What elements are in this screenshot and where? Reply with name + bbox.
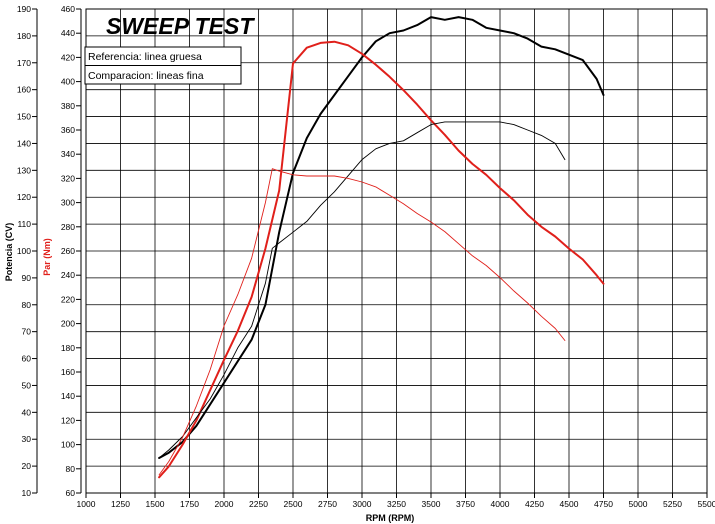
x-tick-label: 4500	[560, 499, 579, 509]
torque-tick-label: 260	[61, 246, 75, 256]
power-tick-label: 130	[17, 165, 31, 175]
legend: Referencia: linea gruesa Comparacion: li…	[84, 46, 242, 85]
torque-tick-label: 380	[61, 101, 75, 111]
y-axis-title-power: Potencia (CV)	[4, 223, 14, 282]
x-tick-label: 4000	[491, 499, 510, 509]
torque-tick-label: 60	[66, 488, 76, 498]
torque-tick-label: 240	[61, 270, 75, 280]
power-tick-label: 170	[17, 58, 31, 68]
torque-tick-label: 280	[61, 222, 75, 232]
power-tick-label: 150	[17, 112, 31, 122]
torque-axis: 60 80 100 120 140 160 180 200 220 240 260 280 300 320…	[61, 4, 82, 498]
series-potencia-referencia	[158, 16, 605, 459]
x-tick-label: 1000	[77, 499, 96, 509]
power-tick-label: 120	[17, 192, 31, 202]
torque-tick-label: 340	[61, 149, 75, 159]
grid-lines	[85, 8, 708, 494]
torque-tick-label: 460	[61, 4, 75, 14]
x-tick-label: 1250	[111, 499, 130, 509]
torque-tick-label: 140	[61, 391, 75, 401]
x-tick-label: 5500	[698, 499, 715, 509]
torque-tick-label: 100	[61, 440, 75, 450]
torque-tick-label: 200	[61, 319, 75, 329]
power-tick-label: 100	[17, 246, 31, 256]
power-tick-label: 50	[22, 380, 32, 390]
x-tick-label: 1500	[146, 499, 165, 509]
x-tick-label: 1750	[180, 499, 199, 509]
torque-tick-label: 440	[61, 28, 75, 38]
power-tick-label: 110	[17, 219, 31, 229]
x-tick-label: 3750	[456, 499, 475, 509]
torque-tick-label: 80	[66, 464, 76, 474]
torque-tick-label: 220	[61, 294, 75, 304]
power-tick-label: 180	[17, 31, 31, 41]
power-tick-label: 20	[22, 461, 32, 471]
x-axis-title: RPM (RPM)	[366, 513, 415, 523]
legend-reference: Referencia: linea gruesa	[88, 51, 202, 63]
x-tick-label: 2500	[284, 499, 303, 509]
torque-tick-label: 360	[61, 125, 75, 135]
series-par-referencia	[158, 40, 605, 479]
torque-tick-label: 160	[61, 367, 75, 377]
power-tick-label: 60	[22, 354, 32, 364]
power-tick-label: 40	[22, 407, 32, 417]
power-tick-label: 140	[17, 138, 31, 148]
x-axis: 1000 1250 1500 1750 2000 2250 2500 2750 3000 3250…	[77, 493, 715, 509]
power-tick-label: 160	[17, 85, 31, 95]
x-tick-label: 2000	[215, 499, 234, 509]
power-tick-label: 190	[17, 4, 31, 14]
power-tick-label: 70	[22, 327, 32, 337]
torque-tick-label: 420	[61, 52, 75, 62]
power-tick-label: 10	[22, 488, 32, 498]
x-tick-label: 2250	[249, 499, 268, 509]
x-tick-label: 4250	[525, 499, 544, 509]
x-tick-label: 5250	[663, 499, 682, 509]
power-tick-label: 90	[22, 273, 32, 283]
torque-tick-label: 120	[61, 415, 75, 425]
torque-tick-label: 300	[61, 198, 75, 208]
torque-tick-label: 180	[61, 343, 75, 353]
chart-title: SWEEP TEST	[106, 13, 255, 39]
series-par-comparacion	[158, 168, 566, 476]
torque-tick-label: 320	[61, 173, 75, 183]
x-tick-label: 3000	[353, 499, 372, 509]
power-tick-label: 30	[22, 434, 32, 444]
series-potencia-comparacion	[158, 121, 566, 459]
y-axis-title-torque: Par (Nm)	[42, 238, 52, 276]
x-tick-label: 4750	[594, 499, 613, 509]
legend-comparison: Comparacion: lineas fina	[88, 70, 204, 82]
power-axis: 10 20 30 40 50 60 70 80 90 100 110 120 130 140 150 160 1…	[17, 4, 38, 498]
x-tick-label: 3500	[422, 499, 441, 509]
x-tick-label: 3250	[387, 499, 406, 509]
series-layer	[158, 16, 605, 479]
x-tick-label: 5000	[629, 499, 648, 509]
torque-tick-label: 400	[61, 77, 75, 87]
power-tick-label: 80	[22, 300, 32, 310]
x-tick-label: 2750	[318, 499, 337, 509]
